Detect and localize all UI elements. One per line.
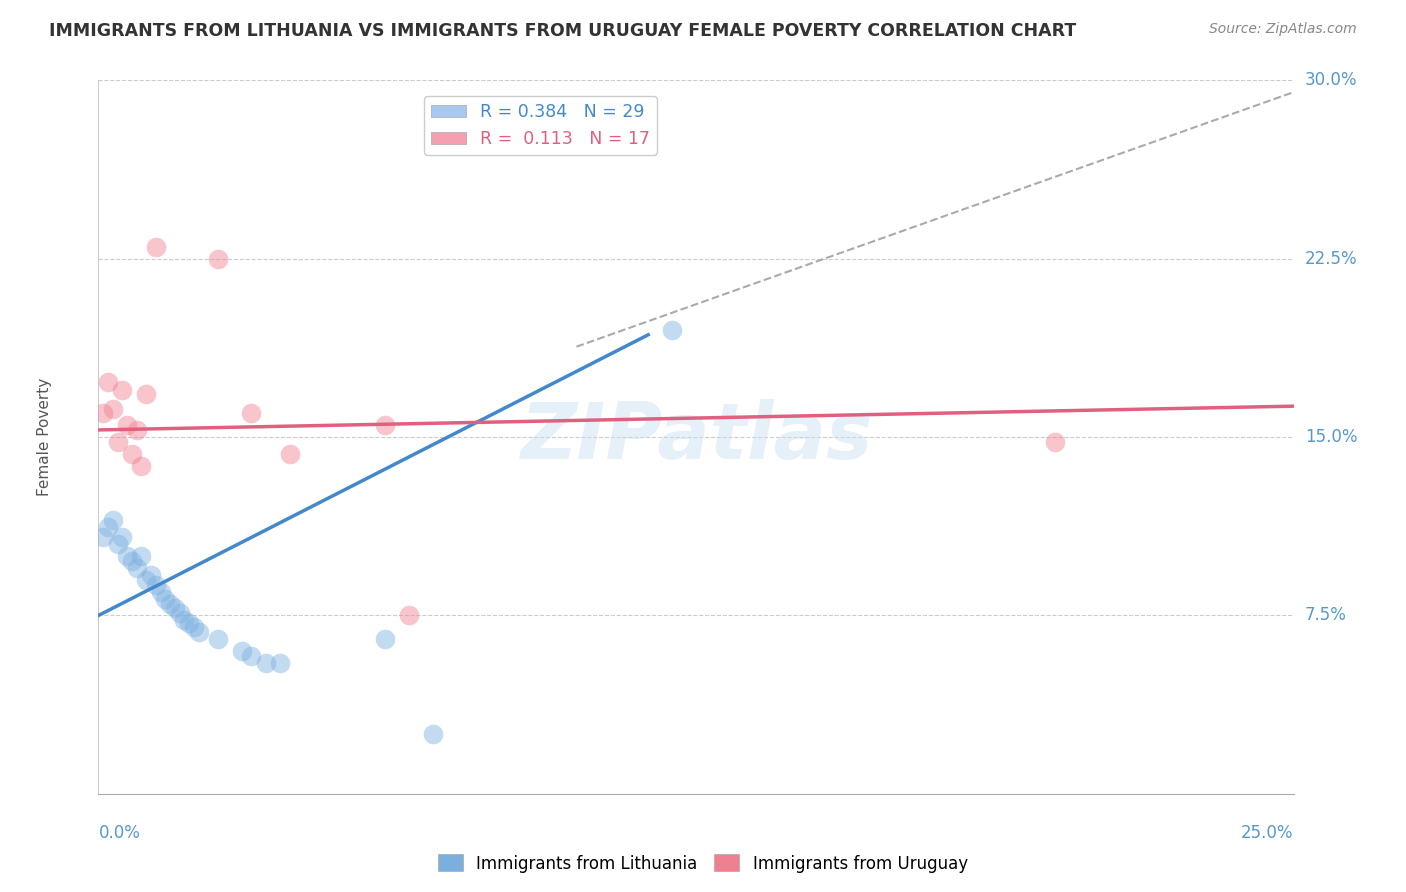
- Point: [278, 447, 301, 461]
- Text: 25.0%: 25.0%: [1241, 824, 1294, 842]
- Point: [231, 644, 253, 658]
- Point: [1043, 434, 1066, 449]
- Text: ZIPatlas: ZIPatlas: [520, 399, 872, 475]
- Point: [107, 434, 129, 449]
- Text: 7.5%: 7.5%: [1305, 607, 1347, 624]
- Point: [155, 591, 177, 606]
- Point: [159, 597, 181, 611]
- Point: [91, 406, 114, 420]
- Point: [131, 458, 153, 473]
- Point: [121, 447, 143, 461]
- Point: [115, 418, 138, 433]
- Point: [269, 656, 291, 670]
- Point: [422, 727, 444, 741]
- Point: [125, 561, 148, 575]
- Point: [125, 423, 148, 437]
- Text: 22.5%: 22.5%: [1305, 250, 1357, 268]
- Point: [145, 240, 167, 254]
- Point: [139, 568, 162, 582]
- Point: [101, 513, 124, 527]
- Point: [374, 418, 396, 433]
- Text: Source: ZipAtlas.com: Source: ZipAtlas.com: [1209, 22, 1357, 37]
- Point: [661, 323, 683, 337]
- Text: Female Poverty: Female Poverty: [37, 378, 52, 496]
- Point: [97, 376, 120, 390]
- Point: [240, 648, 263, 663]
- Point: [398, 608, 420, 623]
- Point: [135, 387, 157, 401]
- Point: [135, 573, 157, 587]
- Point: [179, 615, 201, 630]
- Point: [173, 613, 195, 627]
- Point: [131, 549, 153, 563]
- Point: [115, 549, 138, 563]
- Point: [183, 620, 205, 634]
- Point: [169, 606, 191, 620]
- Point: [107, 537, 129, 551]
- Text: 30.0%: 30.0%: [1305, 71, 1357, 89]
- Point: [187, 625, 209, 640]
- Point: [149, 584, 172, 599]
- Point: [111, 530, 134, 544]
- Point: [145, 577, 167, 591]
- Point: [240, 406, 263, 420]
- Point: [207, 252, 229, 266]
- Legend: R = 0.384   N = 29, R =  0.113   N = 17: R = 0.384 N = 29, R = 0.113 N = 17: [425, 96, 657, 154]
- Point: [374, 632, 396, 647]
- Text: 0.0%: 0.0%: [98, 824, 141, 842]
- Legend: Immigrants from Lithuania, Immigrants from Uruguay: Immigrants from Lithuania, Immigrants fr…: [432, 847, 974, 880]
- Point: [207, 632, 229, 647]
- Text: IMMIGRANTS FROM LITHUANIA VS IMMIGRANTS FROM URUGUAY FEMALE POVERTY CORRELATION : IMMIGRANTS FROM LITHUANIA VS IMMIGRANTS …: [49, 22, 1077, 40]
- Point: [91, 530, 114, 544]
- Point: [254, 656, 277, 670]
- Point: [121, 554, 143, 568]
- Point: [101, 401, 124, 416]
- Point: [163, 601, 186, 615]
- Text: 15.0%: 15.0%: [1305, 428, 1357, 446]
- Point: [111, 383, 134, 397]
- Point: [97, 520, 120, 534]
